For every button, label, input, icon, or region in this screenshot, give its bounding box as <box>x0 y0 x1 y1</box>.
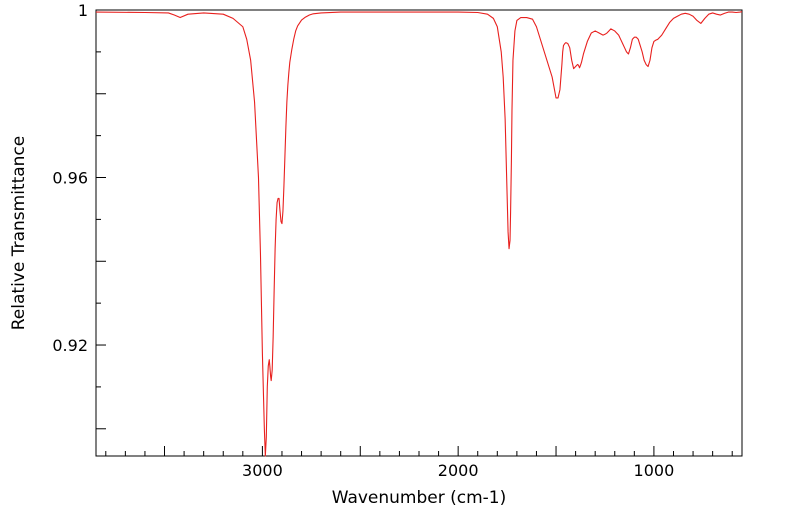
x-axis-title: Wavenumber (cm-1) <box>332 488 507 508</box>
plot-frame <box>95 9 743 457</box>
y-tick-label: 1 <box>78 1 88 20</box>
y-tick-label: 0.92 <box>52 336 88 355</box>
y-axis-title: Relative Transmittance <box>9 136 29 331</box>
series-layer <box>95 11 743 457</box>
y-tick-label: 0.96 <box>52 169 88 188</box>
y-minor-ticks <box>96 51 101 388</box>
spectrum-line <box>95 11 743 457</box>
x-tick-labels: 3000 2000 1000 <box>242 461 674 480</box>
x-minor-ticks <box>105 451 733 456</box>
y-major-ticks <box>96 9 106 430</box>
x-tick-label: 3000 <box>242 461 283 480</box>
x-tick-label: 2000 <box>438 461 479 480</box>
y-tick-labels: 1 0.96 0.92 <box>52 1 88 355</box>
x-major-ticks <box>164 446 655 456</box>
x-tick-label: 1000 <box>634 461 675 480</box>
